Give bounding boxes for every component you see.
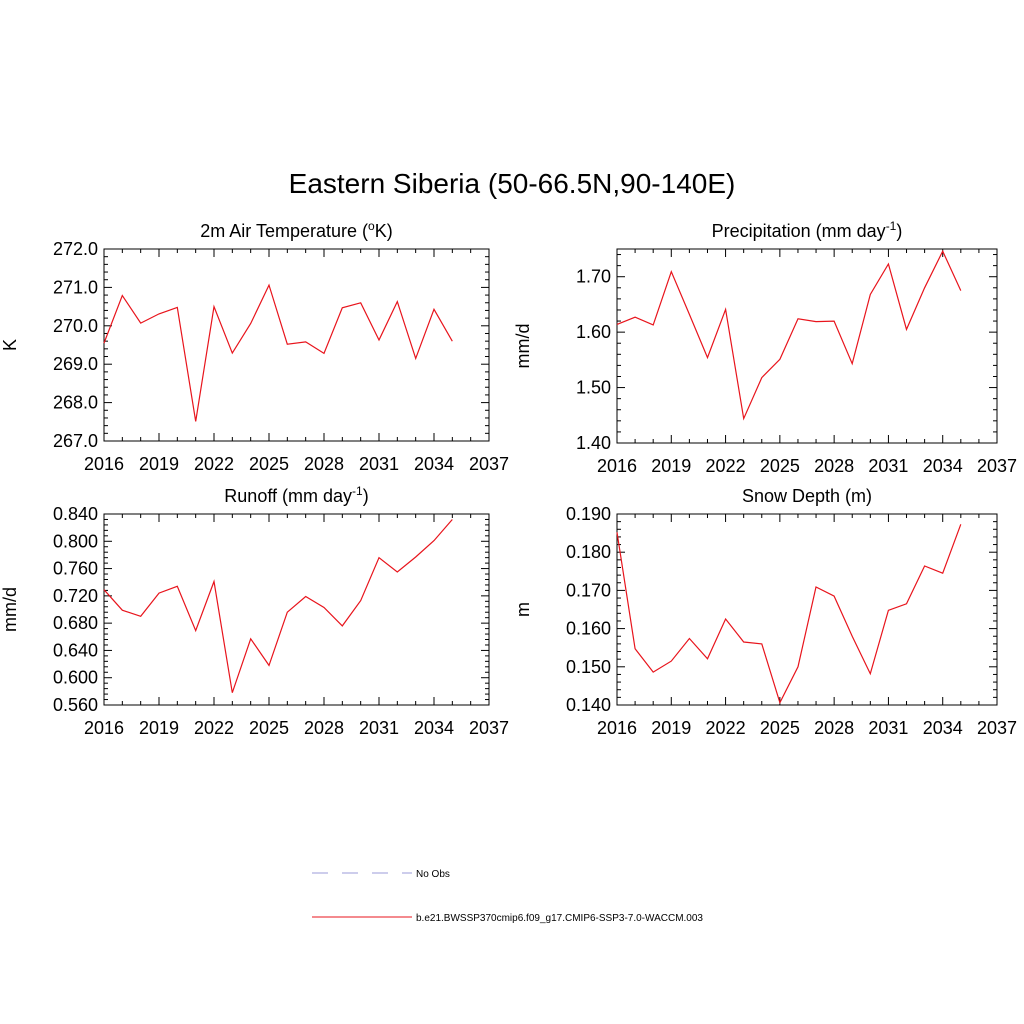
x-tick-label: 2037 — [977, 456, 1017, 476]
y-tick-label: 0.680 — [53, 613, 98, 633]
x-tick-label: 2034 — [923, 718, 963, 738]
x-tick-label: 2019 — [139, 718, 179, 738]
panel-title: Snow Depth (m) — [742, 486, 872, 506]
y-tick-label: 0.760 — [53, 559, 98, 579]
series-line — [616, 524, 962, 705]
plot-frame — [103, 248, 490, 442]
plot-frame — [103, 513, 490, 706]
panel-title-superscript: o — [368, 219, 375, 233]
panel-temp: 2m Air Temperature (oK) K 2016 2019 2022 2025… — [0, 219, 509, 474]
y-tick-label: 0.600 — [53, 668, 98, 688]
x-tick-label: 2016 — [84, 718, 124, 738]
x-tick-label: 2034 — [414, 718, 454, 738]
y-tick-label: 0.170 — [566, 580, 611, 600]
panel-title-text: 2m Air Temperature ( — [200, 221, 368, 241]
y-tick-label: 0.190 — [566, 504, 611, 524]
y-tick-label: 0.640 — [53, 640, 98, 660]
x-tick-label: 2016 — [597, 718, 637, 738]
x-tick-label: 2016 — [84, 454, 124, 474]
x-tick-label: 2022 — [706, 456, 746, 476]
x-tick-label: 2031 — [868, 718, 908, 738]
y-axis-label: K — [0, 339, 20, 351]
y-axis-label: mm/d — [0, 587, 20, 632]
y-tick-label: 1.40 — [576, 433, 611, 453]
y-axis-label: m — [513, 602, 533, 617]
plot-frame — [616, 513, 998, 706]
y-tick-label: 1.50 — [576, 378, 611, 398]
x-tick-label: 2019 — [139, 454, 179, 474]
y-tick-label: 271.0 — [53, 277, 98, 297]
x-tick-label: 2025 — [760, 456, 800, 476]
legend-label: b.e21.BWSSP370cmip6.f09_g17.CMIP6-SSP3-7… — [416, 913, 703, 924]
x-tick-label: 2034 — [414, 454, 454, 474]
x-tick-label: 2019 — [651, 718, 691, 738]
y-axis-label: mm/d — [513, 324, 533, 369]
y-tick-label: 0.800 — [53, 531, 98, 551]
panel-title-suffix: ) — [896, 221, 902, 241]
panel-title-text: Precipitation (mm day — [712, 221, 886, 241]
x-tick-label: 2028 — [814, 456, 854, 476]
panel-precip: Precipitation (mm day-1) mm/d 2016 2019 2022… — [513, 219, 1017, 476]
series-line — [103, 519, 453, 693]
y-tick-label: 0.150 — [566, 657, 611, 677]
panel-title: Runoff (mm day-1) — [224, 484, 368, 506]
x-tick-label: 2031 — [868, 456, 908, 476]
x-tick-label: 2037 — [977, 718, 1017, 738]
legend-label: No Obs — [416, 869, 450, 880]
x-tick-label: 2028 — [304, 718, 344, 738]
y-tick-label: 0.720 — [53, 586, 98, 606]
panel-title-superscript: -1 — [886, 219, 897, 233]
y-tick-label: 268.0 — [53, 393, 98, 413]
x-tick-label: 2028 — [814, 718, 854, 738]
x-tick-label: 2016 — [597, 456, 637, 476]
x-tick-label: 2037 — [469, 718, 509, 738]
y-tick-label: 270.0 — [53, 316, 98, 336]
panel-runoff: Runoff (mm day-1) mm/d 2016 2019 2022 2025 202… — [0, 484, 509, 738]
x-tick-label: 2022 — [706, 718, 746, 738]
x-tick-label: 2028 — [304, 454, 344, 474]
panel-title-superscript: -1 — [352, 484, 363, 498]
x-tick-label: 2022 — [194, 454, 234, 474]
figure-title: Eastern Siberia (50-66.5N,90-140E) — [288, 168, 736, 199]
panel-title-text: Runoff (mm day — [224, 486, 352, 506]
y-tick-label: 1.70 — [576, 267, 611, 287]
y-tick-label: 272.0 — [53, 239, 98, 259]
panel-title-suffix: K) — [375, 221, 393, 241]
legend: No Obs b.e21.BWSSP370cmip6.f09_g17.CMIP6-… — [312, 869, 703, 924]
y-tick-label: 0.180 — [566, 542, 611, 562]
panel-title-suffix: ) — [363, 486, 369, 506]
panel-snow: Snow Depth (m) m 2016 2019 2022 2025 2028 2031 2… — [513, 486, 1017, 738]
y-tick-label: 0.560 — [53, 695, 98, 715]
x-tick-label: 2031 — [359, 454, 399, 474]
x-tick-label: 2034 — [923, 456, 963, 476]
x-tick-label: 2037 — [469, 454, 509, 474]
y-tick-label: 0.160 — [566, 619, 611, 639]
y-tick-label: 0.140 — [566, 695, 611, 715]
x-tick-label: 2025 — [760, 718, 800, 738]
series-line — [616, 249, 962, 421]
series-line — [103, 283, 453, 422]
x-tick-label: 2025 — [249, 454, 289, 474]
x-tick-label: 2031 — [359, 718, 399, 738]
x-tick-label: 2019 — [651, 456, 691, 476]
panel-title: Precipitation (mm day-1) — [712, 219, 903, 241]
y-tick-label: 1.60 — [576, 322, 611, 342]
y-tick-label: 267.0 — [53, 431, 98, 451]
panel-title-text: Snow Depth (m) — [742, 486, 872, 506]
y-tick-label: 0.840 — [53, 504, 98, 524]
panel-title: 2m Air Temperature (oK) — [200, 219, 392, 241]
y-tick-label: 269.0 — [53, 354, 98, 374]
plot-frame — [616, 248, 998, 444]
x-tick-label: 2025 — [249, 718, 289, 738]
x-tick-label: 2022 — [194, 718, 234, 738]
